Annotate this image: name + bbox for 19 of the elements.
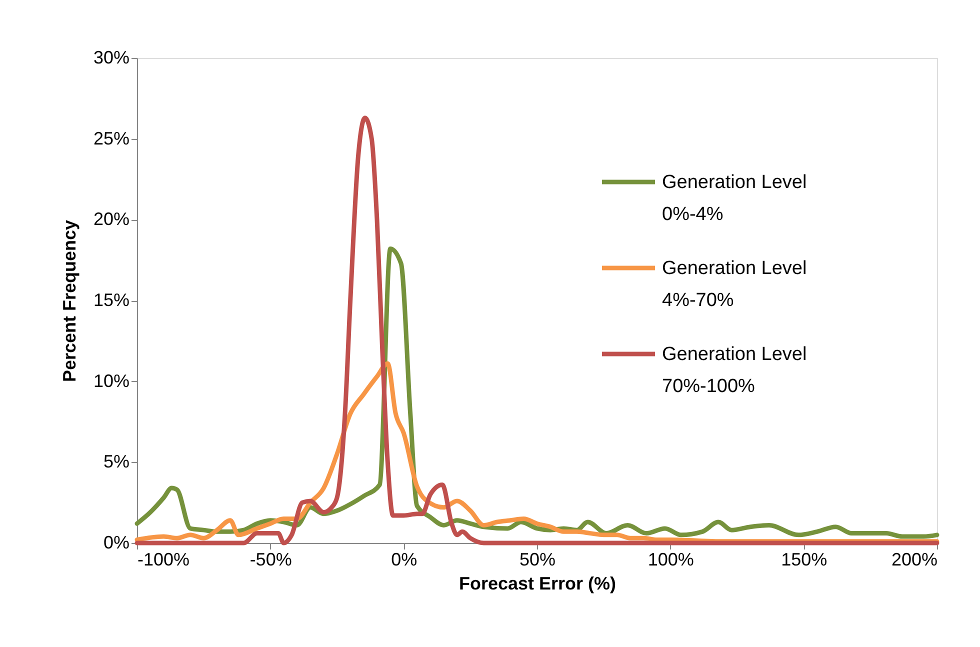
y-axis-title: Percent Frequency: [59, 220, 80, 382]
x-tick-label: -50%: [250, 550, 292, 570]
y-tick-label: 20%: [93, 209, 130, 230]
legend-label: Generation Level 70%-100%: [662, 344, 807, 397]
x-tick-label: -100%: [138, 550, 190, 570]
y-tick-label: 25%: [93, 128, 130, 148]
x-tick-label: 0%: [391, 550, 418, 570]
y-tick-label: 10%: [93, 370, 130, 391]
legend-label: Generation Level 0%-4%: [662, 172, 807, 225]
x-axis-title: Forecast Error (%): [458, 574, 616, 594]
legend-label: Generation Level 4%-70%: [662, 258, 807, 311]
x-tick-label: 150%: [781, 550, 828, 570]
y-tick-label: 0%: [103, 532, 130, 552]
x-tick-label: 50%: [519, 550, 556, 570]
x-tick-label: 100%: [648, 550, 694, 570]
y-tick-label: 30%: [93, 48, 130, 68]
y-tick-label: 15%: [93, 290, 130, 310]
x-tick-label: 200%: [891, 550, 938, 570]
y-tick-label: 5%: [103, 452, 130, 472]
